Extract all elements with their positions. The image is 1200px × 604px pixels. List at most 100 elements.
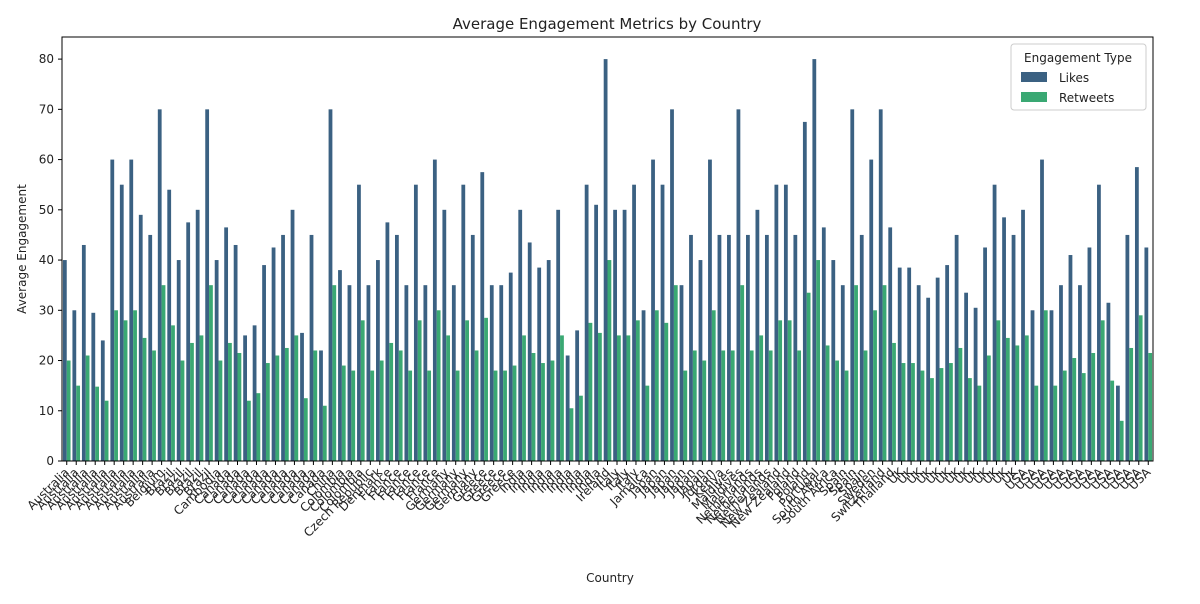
bar	[916, 285, 921, 461]
bar	[417, 320, 422, 461]
bar	[897, 267, 902, 461]
bar	[480, 172, 485, 461]
bar	[1091, 352, 1096, 461]
bar	[740, 285, 745, 461]
bar	[404, 285, 409, 461]
bar	[616, 335, 621, 461]
bar	[812, 59, 817, 461]
bar	[569, 408, 574, 461]
bar	[778, 320, 783, 461]
bar	[816, 260, 821, 461]
bar	[1011, 234, 1016, 461]
bar	[854, 285, 858, 461]
bar	[413, 184, 418, 461]
bar	[119, 184, 124, 461]
bar	[651, 159, 655, 462]
bar	[508, 272, 513, 461]
bar	[138, 214, 143, 461]
legend-title: Engagement Type	[1024, 51, 1132, 65]
bar	[91, 312, 96, 461]
bar	[214, 260, 219, 461]
bar	[911, 363, 915, 461]
bar	[550, 360, 555, 461]
bar	[104, 400, 109, 461]
bar	[148, 234, 153, 461]
bar	[1062, 370, 1067, 461]
legend-swatch	[1021, 92, 1047, 102]
bar	[1068, 255, 1073, 461]
bar	[537, 267, 542, 461]
bar	[935, 277, 940, 461]
bar	[920, 370, 925, 461]
bar	[949, 363, 953, 461]
bar	[427, 370, 432, 461]
bar	[237, 352, 242, 461]
bar	[300, 332, 304, 461]
bar	[689, 234, 693, 461]
bar	[385, 222, 390, 461]
bar	[531, 352, 536, 461]
bar	[1138, 315, 1143, 461]
bar	[1040, 159, 1044, 462]
bar	[446, 335, 451, 461]
bar	[907, 267, 912, 461]
bar	[398, 350, 403, 461]
y-tick-label: 40	[39, 253, 54, 267]
bar	[408, 370, 413, 461]
bar	[195, 209, 200, 461]
bar	[1002, 217, 1006, 461]
bar	[394, 234, 399, 461]
bar	[541, 363, 545, 461]
bar	[114, 310, 118, 461]
bar	[246, 400, 251, 461]
bar	[262, 265, 266, 461]
bar	[1059, 285, 1063, 461]
bar	[180, 360, 185, 461]
bar	[338, 270, 342, 461]
bar	[835, 360, 839, 461]
bar	[783, 184, 788, 461]
bar	[584, 184, 589, 461]
bar	[512, 365, 517, 461]
bar	[641, 310, 646, 461]
bar	[575, 330, 580, 461]
bar	[973, 307, 978, 461]
bar	[711, 310, 716, 461]
bar	[275, 355, 280, 461]
bar	[351, 370, 356, 461]
bar	[110, 159, 115, 462]
bar	[1021, 209, 1025, 461]
bar	[360, 320, 365, 461]
bar	[645, 385, 650, 461]
bar	[594, 204, 599, 461]
bar	[996, 320, 1001, 461]
y-axis-label: Average Engagement	[15, 184, 29, 314]
bar	[233, 244, 238, 461]
bar	[176, 260, 181, 461]
bar	[95, 386, 99, 461]
bar	[683, 370, 688, 461]
bar	[968, 378, 972, 461]
bar	[451, 285, 456, 461]
bar	[806, 292, 811, 461]
bar	[746, 234, 750, 461]
bar	[797, 350, 802, 461]
bar	[930, 378, 934, 461]
bar	[76, 385, 81, 461]
legend-label: Retweets	[1059, 91, 1114, 105]
bar	[579, 395, 583, 461]
bar	[332, 285, 337, 461]
bar	[882, 285, 887, 461]
bar	[1097, 184, 1101, 461]
bar	[1081, 373, 1086, 461]
bar	[598, 332, 602, 461]
bar	[613, 209, 617, 461]
bar	[1005, 337, 1010, 461]
bar	[319, 350, 323, 461]
bar	[1043, 310, 1048, 461]
bar	[764, 234, 769, 461]
bar	[157, 109, 162, 461]
bar	[1125, 234, 1130, 461]
bar	[218, 360, 223, 461]
